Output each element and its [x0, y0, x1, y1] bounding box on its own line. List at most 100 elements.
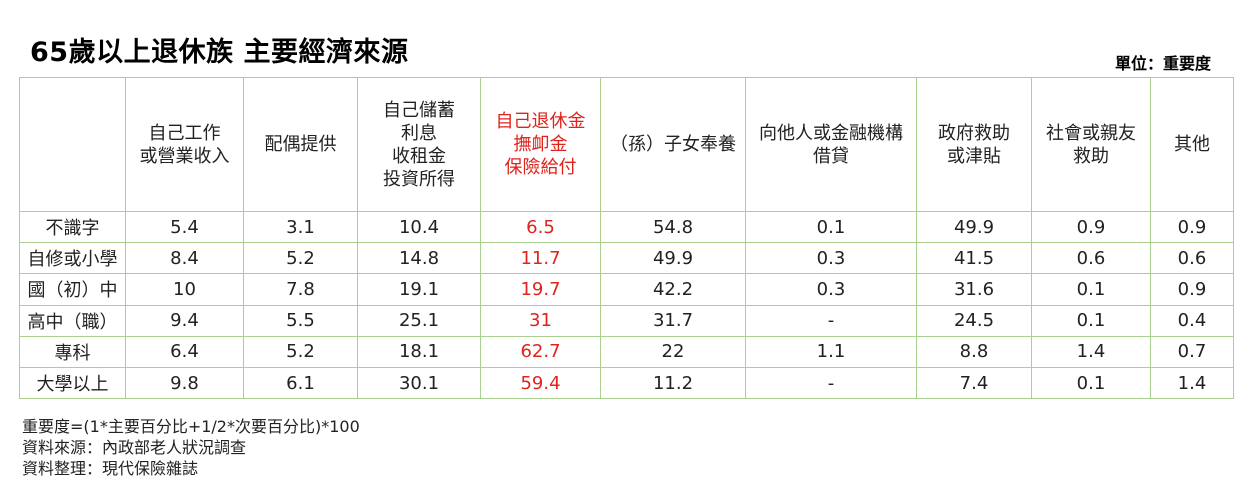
table-cell: 14.8: [357, 242, 481, 275]
table-row: 國（初）中 10 7.8 19.1 19.7 42.2 0.3 31.6 0.1 0.9: [19, 273, 1234, 306]
column-header-8: 其他: [1150, 77, 1234, 212]
table-cell: 6.1: [243, 366, 358, 400]
table-cell: 0.4: [1150, 304, 1234, 337]
column-header-line: 自己退休金: [495, 111, 586, 132]
table-cell: 18.1: [357, 335, 481, 368]
table-cell: 31.7: [600, 304, 746, 337]
table-header: 自己工作 或營業收入 配偶提供 自己儲蓄 利息 收租金 投資所得 自己退休金 撫卹金 保險給付 （孫…: [19, 77, 1234, 212]
unit-label: 單位：重要度: [1114, 54, 1211, 73]
table-row: 大學以上 9.8 6.1 30.1 59.4 11.2-7.4 0.1 1.4: [19, 366, 1234, 400]
table-cell: 1.4: [1150, 366, 1234, 400]
column-header-line: 自己儲蓄: [383, 99, 455, 121]
table-cell: 8.4: [125, 242, 244, 275]
row-label: 大學以上: [19, 366, 126, 400]
column-header-line: 自己工作: [148, 122, 221, 144]
column-header-0: 自己工作 或營業收入: [125, 77, 244, 212]
table-cell: 0.1: [1031, 304, 1151, 337]
column-header-line: 政府救助: [938, 122, 1010, 144]
column-header-7: 社會或親友 救助: [1031, 77, 1151, 212]
table-body: 不識字 5.4 3.1 10.4 6.5 54.8 0.1 49.9 0.9 0.9 自修或小學 8.…: [19, 210, 1234, 400]
table-cell: 5.2: [243, 335, 358, 368]
table-cell: 0.3: [745, 273, 917, 306]
table-cell: -: [745, 366, 917, 400]
table-cell: 0.1: [745, 210, 917, 244]
table-cell: 24.5: [916, 304, 1032, 337]
table-cell: 6.5: [480, 210, 601, 244]
table-cell: 59.4: [480, 366, 601, 400]
table-cell: 49.9: [916, 210, 1032, 244]
column-header-line: 救助: [1073, 145, 1109, 167]
row-label: 國（初）中: [19, 273, 126, 306]
table-row: 專科 6.4 5.2 18.1 62.7 22 1.1 8.8 1.4 0.7: [19, 335, 1234, 368]
table-cell: 0.6: [1031, 242, 1151, 275]
table-cell: 0.1: [1031, 366, 1151, 400]
row-label: 不識字: [19, 210, 126, 244]
table-cell: 54.8: [600, 210, 746, 244]
table-cell: 11.7: [480, 242, 601, 275]
table-cell: 31: [480, 304, 601, 337]
column-header-line: 利息: [401, 122, 437, 144]
header-row: 自己工作 或營業收入 配偶提供 自己儲蓄 利息 收租金 投資所得 自己退休金 撫卹金 保險給付 （孫…: [19, 77, 1234, 212]
table-row: 不識字 5.4 3.1 10.4 6.5 54.8 0.1 49.9 0.9 0.9: [19, 210, 1234, 244]
column-header-line: 或營業收入: [139, 145, 230, 167]
column-header-line: 向他人或金融機構: [759, 122, 903, 144]
table-cell: 9.4: [125, 304, 244, 337]
column-header-2: 自己儲蓄 利息 收租金 投資所得: [357, 77, 481, 212]
table-cell: 1.1: [745, 335, 917, 368]
table-row: 自修或小學 8.4 5.2 14.8 11.7 49.9 0.3 41.5 0.6 0.6: [19, 242, 1234, 275]
table-cell: -: [745, 304, 917, 337]
column-header-line: 配偶提供: [264, 134, 337, 155]
table-cell: 22: [600, 335, 746, 368]
table-cell: 19.7: [480, 273, 601, 306]
column-header-line: 借貸: [813, 145, 849, 167]
table-row: 高中（職） 9.4 5.5 25.1 31 31.7-24.5 0.1 0.4: [19, 304, 1234, 337]
table-cell: 7.8: [243, 273, 358, 306]
data-table: 自己工作 或營業收入 配偶提供 自己儲蓄 利息 收租金 投資所得 自己退休金 撫卹金 保險給付 （孫…: [19, 77, 1234, 400]
table-cell: 25.1: [357, 304, 481, 337]
table-cell: 30.1: [357, 366, 481, 400]
column-header-line: 收租金: [392, 145, 446, 167]
column-header-6: 政府救助 或津貼: [916, 77, 1032, 212]
table-cell: 0.3: [745, 242, 917, 275]
table-cell: 0.9: [1031, 210, 1151, 244]
footnote-line: 重要度=(1*主要百分比+1/2*次要百分比)*100: [22, 417, 360, 436]
column-header-line: 保險給付: [504, 157, 577, 178]
table-cell: 31.6: [916, 273, 1032, 306]
table-cell: 3.1: [243, 210, 358, 244]
column-header-line: （孫）子女奉養: [610, 134, 736, 155]
table-cell: 10: [125, 273, 244, 306]
corner-cell: [19, 77, 126, 212]
table-cell: 11.2: [600, 366, 746, 400]
table-cell: 0.9: [1150, 210, 1234, 244]
table-cell: 19.1: [357, 273, 481, 306]
table-cell: 0.1: [1031, 273, 1151, 306]
table-cell: 5.2: [243, 242, 358, 275]
column-header-1: 配偶提供: [243, 77, 358, 212]
column-header-line: 投資所得: [383, 168, 455, 190]
table-cell: 41.5: [916, 242, 1032, 275]
column-header-line: 撫卹金: [513, 134, 568, 155]
footnotes: 重要度=(1*主要百分比+1/2*次要百分比)*100 資料來源：內政部老人狀況調…: [22, 416, 360, 479]
table-cell: 42.2: [600, 273, 746, 306]
footnote-line: 資料整理：現代保險雜誌: [22, 459, 199, 478]
table-cell: 6.4: [125, 335, 244, 368]
chart-title: 65歲以上退休族 主要經濟來源: [30, 37, 409, 68]
table-cell: 62.7: [480, 335, 601, 368]
row-label: 專科: [19, 335, 126, 368]
column-header-3: 自己退休金 撫卹金 保險給付: [480, 77, 601, 212]
table-cell: 8.8: [916, 335, 1032, 368]
table-cell: 1.4: [1031, 335, 1151, 368]
column-header-5: 向他人或金融機構 借貸: [745, 77, 917, 212]
column-header-4: （孫）子女奉養: [600, 77, 746, 212]
column-header-line: 其他: [1174, 134, 1210, 155]
table-cell: 5.4: [125, 210, 244, 244]
table-cell: 49.9: [600, 242, 746, 275]
row-label: 自修或小學: [19, 242, 126, 275]
table-cell: 0.9: [1150, 273, 1234, 306]
column-header-line: 社會或親友: [1046, 122, 1136, 144]
table-cell: 10.4: [357, 210, 481, 244]
table-cell: 9.8: [125, 366, 244, 400]
row-label: 高中（職）: [19, 304, 126, 337]
footnote-line: 資料來源：內政部老人狀況調查: [22, 438, 247, 457]
table-cell: 7.4: [916, 366, 1032, 400]
